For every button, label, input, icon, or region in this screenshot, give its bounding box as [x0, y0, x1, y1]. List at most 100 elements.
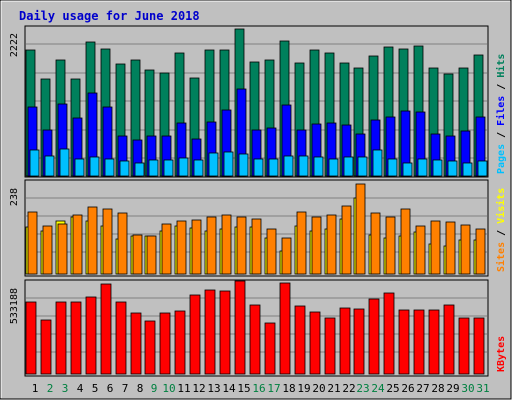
bar-pages-day-15 [238, 153, 249, 177]
day-label-20: 20 [312, 382, 325, 395]
legend-entry-sites: Sites [495, 242, 507, 272]
bar-sites-day-2 [42, 225, 53, 275]
legend-visits-sites: Sites / Visits [495, 188, 507, 272]
bar-kbytes-day-27 [413, 309, 425, 375]
bar-pages-day-16 [253, 158, 264, 177]
bar-sites-day-28 [430, 220, 441, 275]
day-label-8: 8 [137, 382, 144, 395]
bar-sites-day-25 [385, 216, 396, 275]
day-label-21: 21 [327, 382, 340, 395]
bar-sites-day-21 [326, 214, 337, 275]
bar-kbytes-day-17 [264, 322, 276, 375]
ymax-label-hits-files-pages: 2222 [9, 33, 20, 57]
bar-pages-day-13 [208, 152, 219, 177]
bar-sites-day-13 [206, 216, 217, 275]
bar-sites-day-17 [266, 228, 277, 275]
bar-sites-day-4 [72, 214, 83, 275]
bar-kbytes-day-8 [130, 312, 142, 375]
ymax-label-kbytes: 533188 [9, 288, 20, 324]
bar-pages-day-24 [372, 149, 383, 177]
bar-sites-day-29 [445, 221, 456, 275]
ymax-label-visits-sites: 238 [9, 188, 20, 206]
bar-kbytes-day-12 [189, 294, 201, 375]
legend-entry-kbytes: KBytes [496, 336, 507, 372]
day-label-28: 28 [431, 382, 444, 395]
bar-pages-day-29 [447, 160, 458, 177]
day-label-19: 19 [297, 382, 310, 395]
day-label-24: 24 [371, 382, 385, 395]
bar-kbytes-day-7 [115, 301, 127, 375]
bar-pages-day-31 [477, 160, 488, 177]
legend-entry-files: Files [495, 96, 507, 126]
legend-sep-visits-sites-1: / [496, 224, 507, 242]
bar-pages-day-3 [59, 148, 70, 177]
day-label-25: 25 [386, 382, 399, 395]
bar-sites-day-14 [221, 214, 232, 275]
day-label-7: 7 [122, 382, 129, 395]
day-label-30: 30 [461, 382, 474, 395]
bars-layer [25, 28, 488, 375]
day-label-22: 22 [342, 382, 355, 395]
bar-pages-day-4 [74, 158, 85, 177]
bar-sites-day-9 [146, 235, 157, 275]
day-label-4: 4 [77, 382, 84, 395]
legend-kbytes: KBytes [496, 336, 507, 372]
bar-kbytes-day-22 [339, 307, 351, 375]
bar-kbytes-day-21 [324, 317, 336, 375]
bar-kbytes-day-9 [144, 320, 156, 375]
bar-pages-day-5 [89, 156, 100, 177]
bar-sites-day-30 [460, 224, 471, 275]
labels-layer: 2222 Pages / Files / Hits 238 Sites / Visit… [9, 33, 507, 395]
bar-kbytes-day-3 [55, 301, 67, 375]
bar-pages-day-21 [328, 158, 339, 177]
bar-pages-day-11 [178, 157, 189, 177]
bar-kbytes-day-25 [383, 292, 395, 375]
bar-pages-day-25 [387, 158, 398, 177]
bar-kbytes-day-29 [443, 304, 455, 375]
bar-kbytes-day-16 [249, 304, 261, 375]
day-label-12: 12 [192, 382, 205, 395]
bar-sites-day-3 [57, 223, 68, 275]
bar-pages-day-8 [134, 162, 145, 177]
chart-title: Daily usage for June 2018 [19, 9, 200, 23]
day-label-26: 26 [401, 382, 414, 395]
day-label-5: 5 [92, 382, 99, 395]
bar-sites-day-6 [102, 208, 113, 275]
bar-sites-day-19 [296, 211, 307, 275]
legend-sep-hits-files-pages-2: / [496, 78, 507, 96]
bar-sites-day-23 [355, 183, 366, 275]
bar-sites-day-11 [176, 220, 187, 275]
day-label-27: 27 [416, 382, 429, 395]
bar-sites-day-8 [132, 234, 143, 275]
day-label-2: 2 [47, 382, 54, 395]
bar-pages-day-9 [148, 159, 159, 177]
day-label-17: 17 [267, 382, 280, 395]
bar-kbytes-day-15 [234, 280, 246, 375]
legend-sep-hits-files-pages-1: / [496, 126, 507, 144]
day-label-11: 11 [177, 382, 190, 395]
bar-sites-day-22 [341, 205, 352, 275]
legend-hits-files-pages: Pages / Files / Hits [495, 54, 507, 174]
bar-sites-day-7 [117, 212, 128, 275]
bar-kbytes-day-26 [398, 309, 410, 375]
bar-kbytes-day-1 [25, 301, 37, 375]
day-label-6: 6 [107, 382, 114, 395]
day-label-14: 14 [222, 382, 236, 395]
bar-kbytes-day-2 [40, 319, 52, 375]
legend-entry-hits: Hits [495, 54, 507, 78]
bar-pages-day-19 [298, 155, 309, 177]
bar-kbytes-day-19 [294, 305, 306, 375]
bar-kbytes-day-28 [428, 309, 440, 375]
bar-sites-day-10 [161, 223, 172, 275]
bar-kbytes-day-4 [70, 301, 82, 375]
bar-pages-day-22 [343, 156, 354, 177]
bar-kbytes-day-20 [309, 311, 321, 375]
bar-kbytes-day-23 [353, 308, 365, 375]
bar-pages-day-17 [268, 158, 279, 177]
bar-pages-day-30 [462, 162, 473, 177]
bar-kbytes-day-31 [473, 317, 485, 375]
bar-sites-day-16 [251, 218, 262, 275]
day-label-18: 18 [282, 382, 295, 395]
bar-pages-day-12 [193, 159, 204, 177]
